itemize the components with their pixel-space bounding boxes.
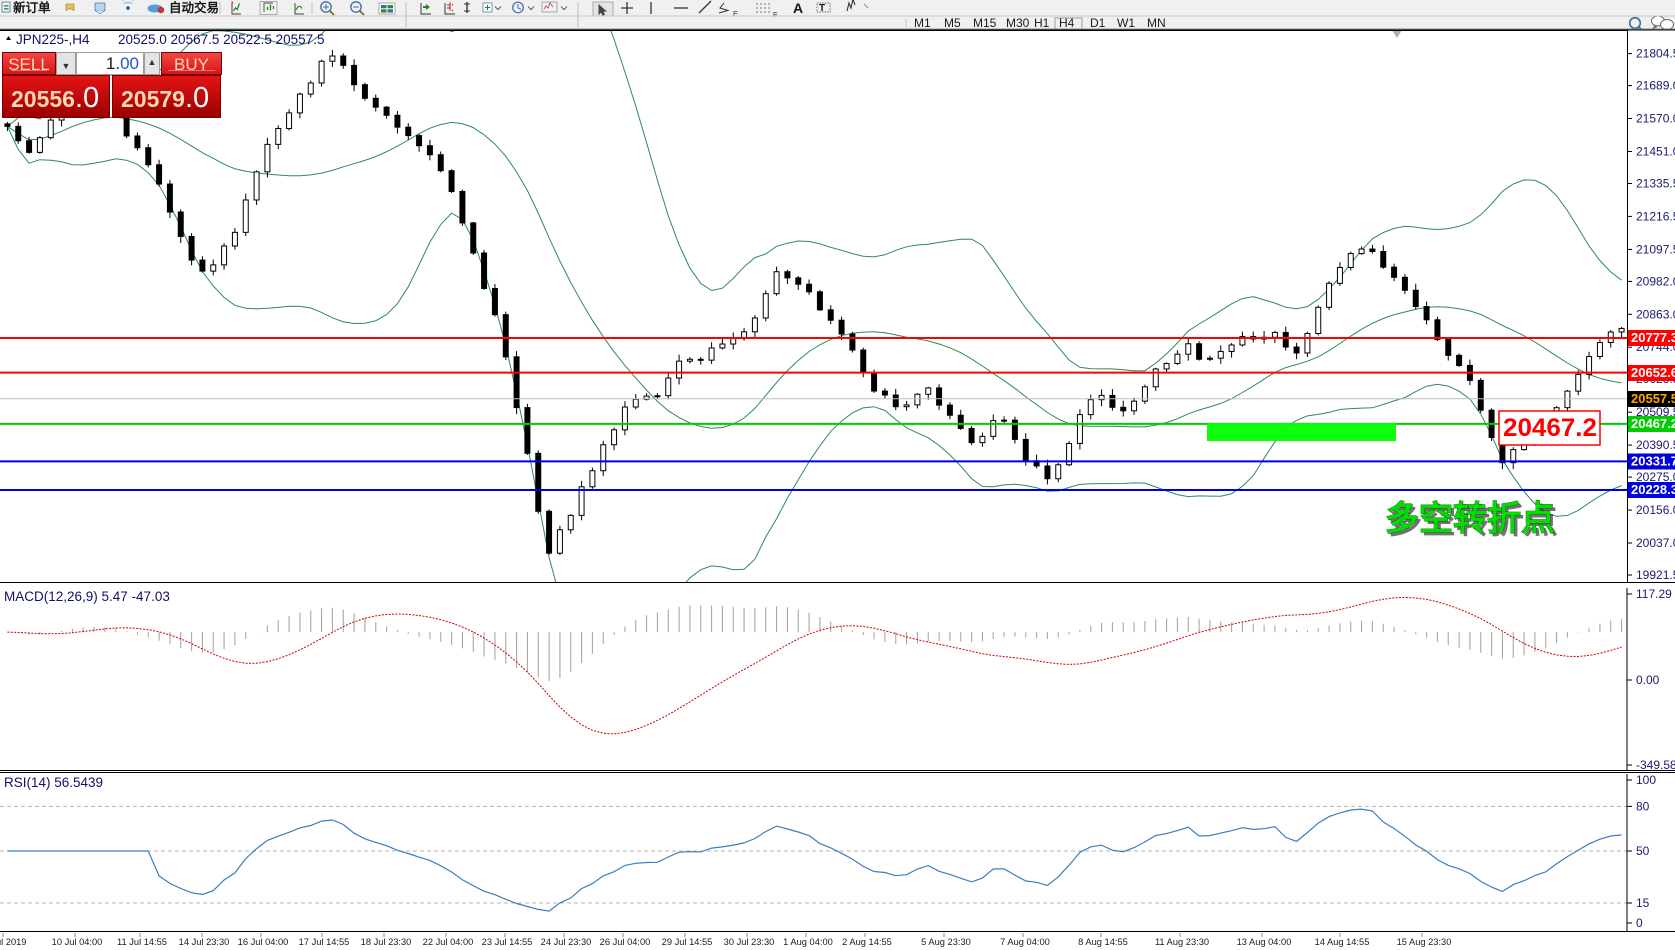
svg-text:80: 80 — [1636, 799, 1650, 813]
svg-text:11 Jul 14:55: 11 Jul 14:55 — [117, 937, 167, 947]
svg-text:多空转折点: 多空转折点 — [1385, 500, 1555, 538]
svg-text:D1: D1 — [1090, 16, 1106, 30]
svg-text:W1: W1 — [1117, 16, 1135, 30]
svg-text:新订单: 新订单 — [13, 0, 51, 15]
svg-text:M5: M5 — [944, 16, 961, 30]
svg-text:30 Jul 23:30: 30 Jul 23:30 — [724, 937, 775, 947]
svg-text:2 Aug 14:55: 2 Aug 14:55 — [842, 937, 892, 947]
svg-text:1 Aug 04:00: 1 Aug 04:00 — [783, 937, 833, 947]
svg-text:20777.3: 20777.3 — [1631, 330, 1675, 345]
svg-text:14 Jul 23:30: 14 Jul 23:30 — [179, 937, 230, 947]
svg-text:21335.5: 21335.5 — [1636, 177, 1675, 191]
svg-text:JPN225-,H4: JPN225-,H4 — [16, 32, 90, 47]
svg-text:26 Jul 04:00: 26 Jul 04:00 — [600, 937, 651, 947]
svg-text:自动交易: 自动交易 — [169, 0, 219, 15]
svg-text:15 Aug 23:30: 15 Aug 23:30 — [1397, 937, 1452, 947]
svg-text:18 Jul 23:30: 18 Jul 23:30 — [361, 937, 412, 947]
svg-text:22 Jul 04:00: 22 Jul 04:00 — [423, 937, 474, 947]
svg-text:MACD(12,26,9) 5.47 -47.03: MACD(12,26,9) 5.47 -47.03 — [4, 589, 170, 604]
svg-text:10 Jul 04:00: 10 Jul 04:00 — [52, 937, 103, 947]
svg-text:23 Jul 14:55: 23 Jul 14:55 — [482, 937, 533, 947]
svg-text:H4: H4 — [1059, 16, 1075, 30]
svg-text:20557.5: 20557.5 — [1631, 391, 1675, 406]
svg-text:20331.7: 20331.7 — [1631, 454, 1675, 469]
svg-text:A: A — [793, 0, 803, 16]
svg-text:5 Aug 23:30: 5 Aug 23:30 — [921, 937, 971, 947]
svg-text:21570.0: 21570.0 — [1636, 112, 1675, 126]
svg-text:20228.3: 20228.3 — [1631, 482, 1675, 497]
svg-text:100: 100 — [1636, 773, 1656, 787]
svg-text:20863.0: 20863.0 — [1636, 307, 1675, 321]
svg-text:20467.2: 20467.2 — [1503, 414, 1597, 442]
svg-text:15: 15 — [1636, 896, 1650, 910]
svg-text:-349.58: -349.58 — [1636, 758, 1675, 772]
svg-text:M1: M1 — [914, 16, 931, 30]
svg-text:20156.0: 20156.0 — [1636, 503, 1675, 517]
svg-text:RSI(14) 56.5439: RSI(14) 56.5439 — [4, 775, 103, 790]
svg-text:29 Jul 14:55: 29 Jul 14:55 — [662, 937, 713, 947]
svg-text:M15: M15 — [973, 16, 997, 30]
svg-text:20525.0 20567.5 20522.5 20557.: 20525.0 20567.5 20522.5 20557.5 — [118, 32, 324, 47]
svg-text:MN: MN — [1147, 16, 1166, 30]
svg-text:20390.5: 20390.5 — [1636, 438, 1675, 452]
svg-text:H1: H1 — [1034, 16, 1050, 30]
svg-text:11 Aug 23:30: 11 Aug 23:30 — [1155, 937, 1209, 947]
svg-text:13 Aug 04:00: 13 Aug 04:00 — [1237, 937, 1292, 947]
svg-text:20467.2: 20467.2 — [1631, 416, 1675, 431]
svg-text:24 Jul 23:30: 24 Jul 23:30 — [541, 937, 592, 947]
svg-text:117.29: 117.29 — [1636, 587, 1672, 601]
svg-text:7 Aug 04:00: 7 Aug 04:00 — [1000, 937, 1050, 947]
svg-text:21216.5: 21216.5 — [1636, 209, 1675, 223]
svg-text:M30: M30 — [1006, 16, 1030, 30]
svg-text:0: 0 — [1636, 916, 1643, 930]
svg-text:E: E — [733, 9, 738, 18]
svg-text:F: F — [773, 10, 778, 19]
svg-text:8 Aug 14:55: 8 Aug 14:55 — [1078, 937, 1128, 947]
svg-text:20652.6: 20652.6 — [1631, 365, 1675, 380]
svg-text:21451.0: 21451.0 — [1636, 145, 1675, 159]
svg-text:8 Jul 2019: 8 Jul 2019 — [0, 937, 26, 947]
svg-text:19921.5: 19921.5 — [1636, 568, 1675, 582]
svg-text:T: T — [819, 3, 825, 14]
svg-text:0.00: 0.00 — [1636, 673, 1660, 687]
svg-text:50: 50 — [1636, 844, 1650, 858]
svg-text:16 Jul 04:00: 16 Jul 04:00 — [238, 937, 289, 947]
svg-text:17 Jul 14:55: 17 Jul 14:55 — [299, 937, 350, 947]
svg-text:21097.5: 21097.5 — [1636, 242, 1675, 256]
svg-text:20037.0: 20037.0 — [1636, 536, 1675, 550]
svg-text:14 Aug 14:55: 14 Aug 14:55 — [1315, 937, 1370, 947]
svg-text:20982.0: 20982.0 — [1636, 274, 1675, 288]
svg-text:21689.0: 21689.0 — [1636, 79, 1675, 93]
svg-text:21804.5: 21804.5 — [1636, 47, 1675, 61]
